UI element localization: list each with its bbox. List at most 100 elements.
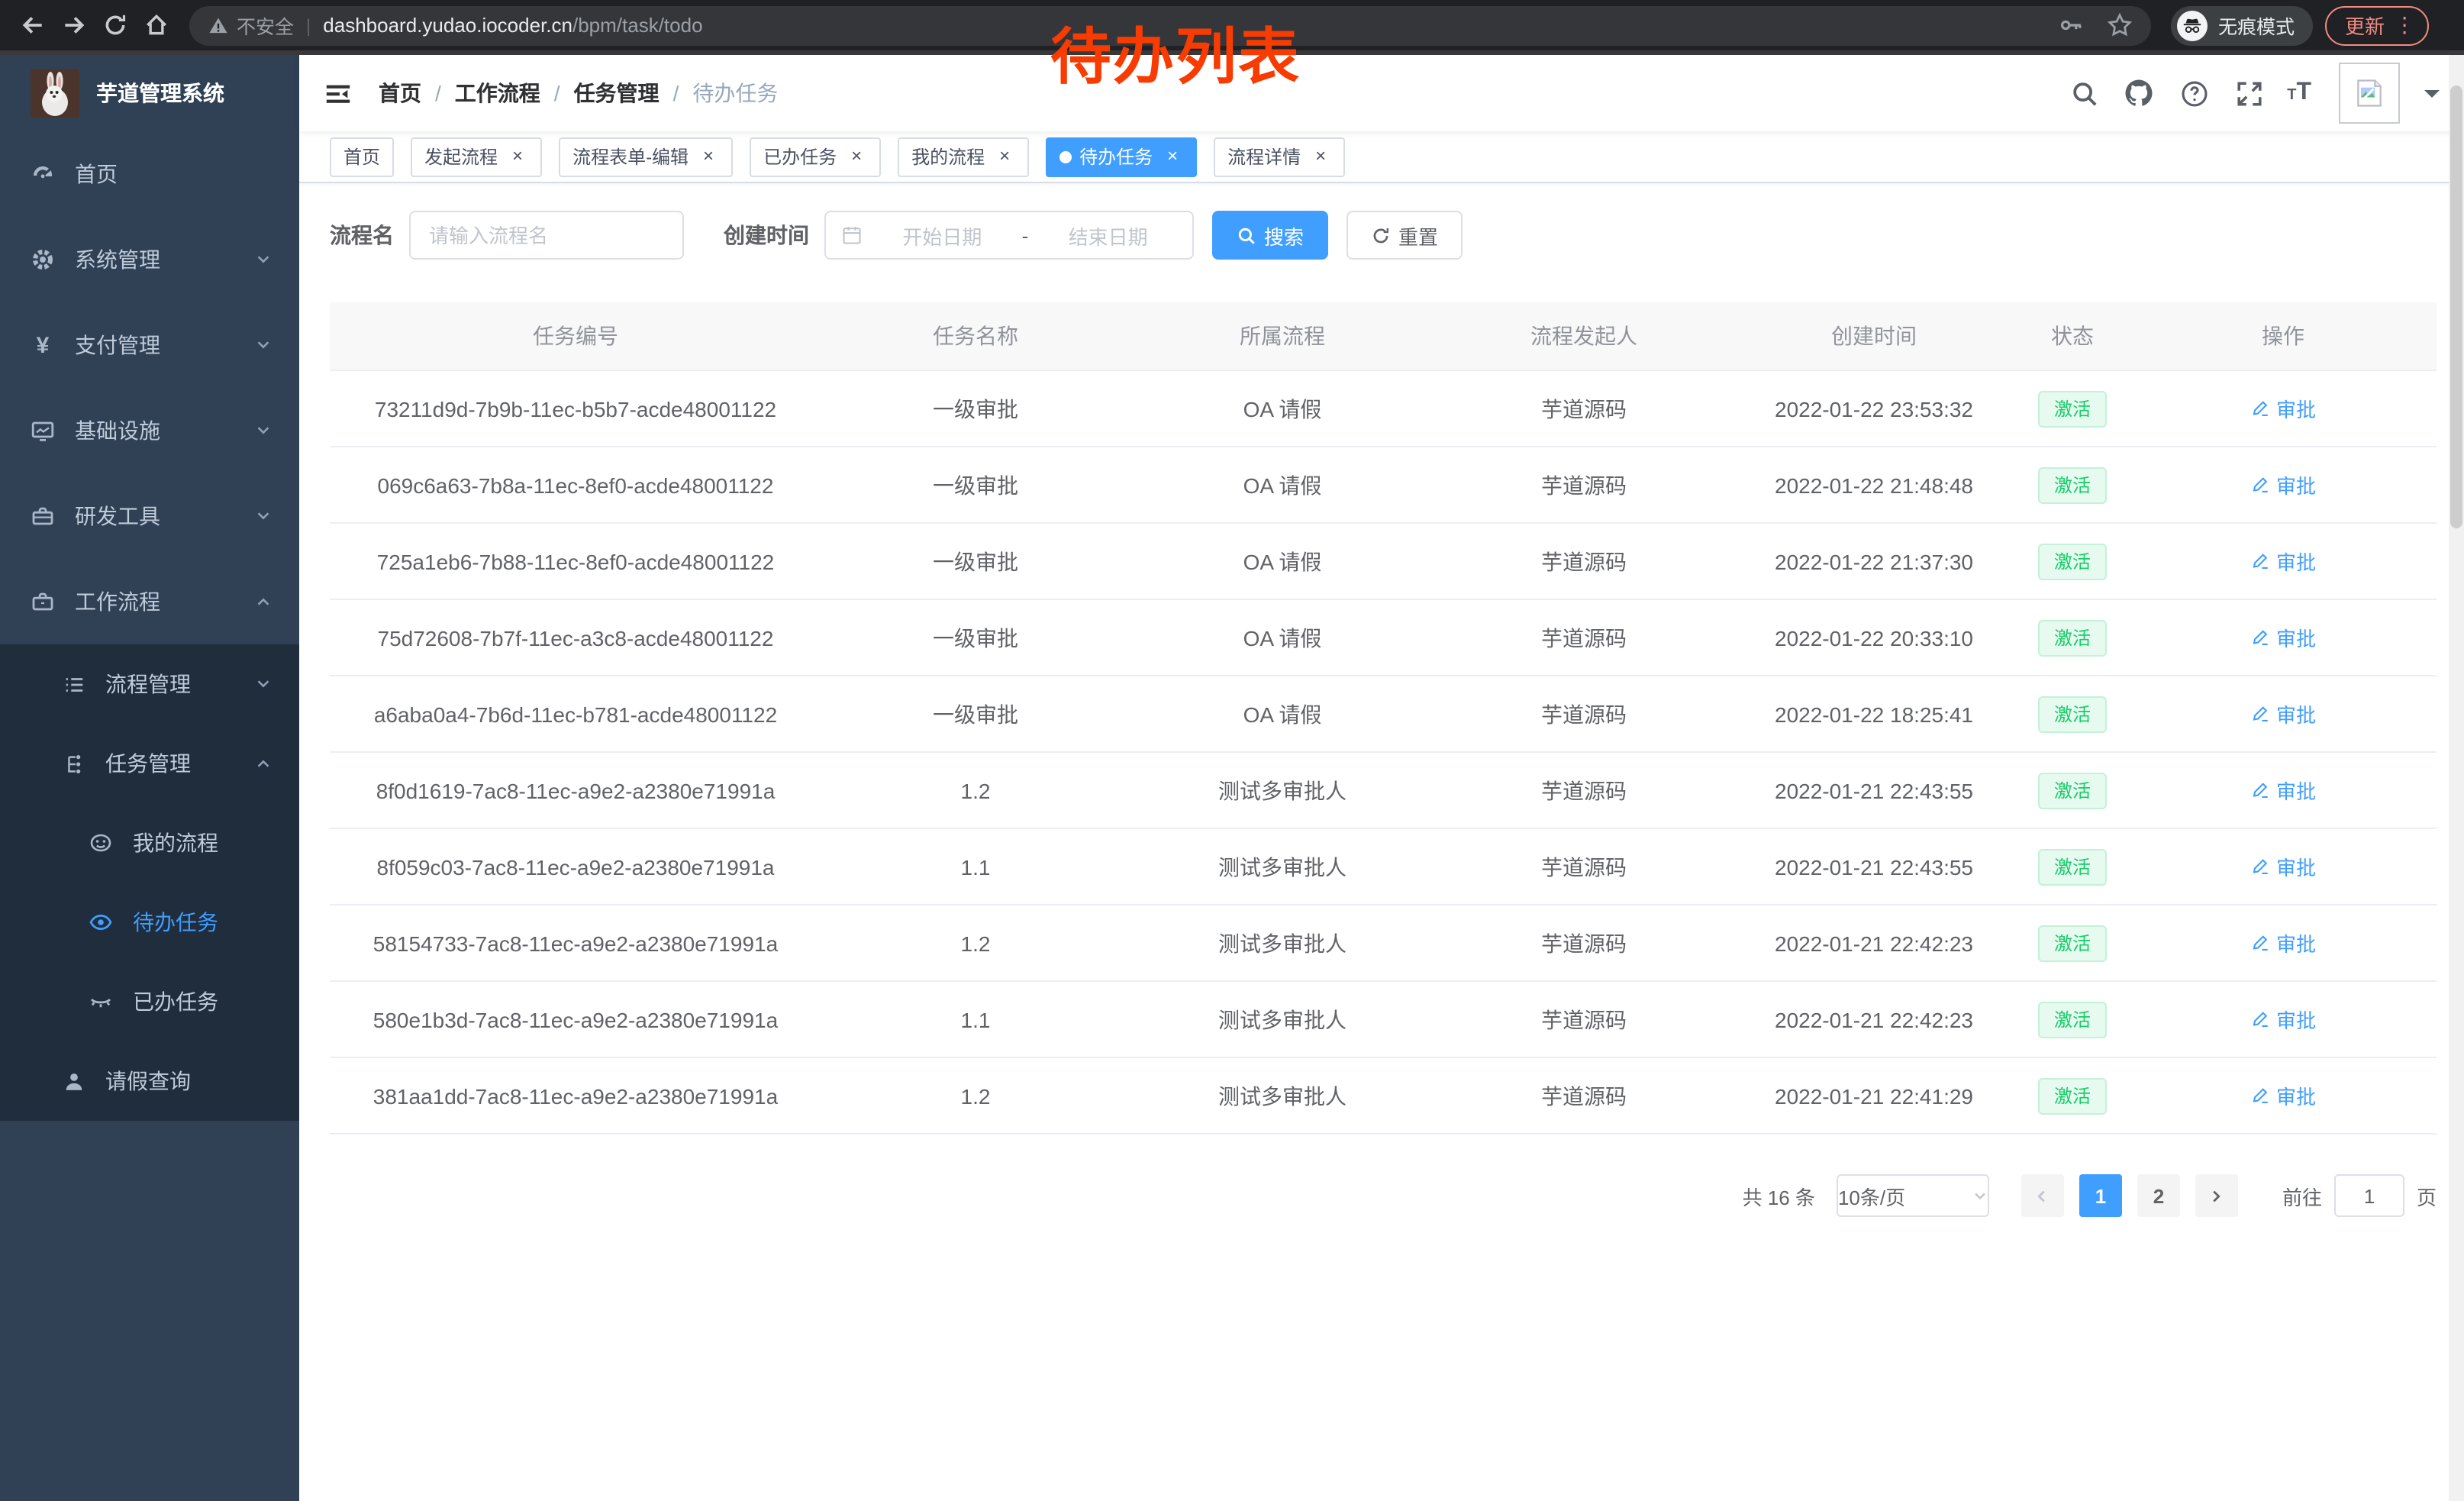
tab[interactable]: 已办任务 × [750,137,882,176]
status-badge: 激活 [2038,390,2106,427]
tab-close-icon[interactable]: × [512,144,524,166]
table-row: 75d72608-7b7f-11ec-a3c8-acde48001122 一级审… [330,600,2437,676]
bookmark-star-icon[interactable] [2107,12,2133,38]
tab[interactable]: 待办任务 × [1046,137,1198,176]
browser-reload-icon[interactable] [95,5,136,46]
tab[interactable]: 流程详情 × [1214,137,1346,176]
search-button[interactable]: 搜索 [1212,211,1329,260]
sidebar-item-my-process[interactable]: 我的流程 [0,803,299,883]
create-time-label: 创建时间 [724,223,809,247]
breadcrumb-separator: / [672,81,679,105]
scrollbar-thumb[interactable] [2450,86,2462,528]
github-icon[interactable] [2122,76,2156,110]
fullscreen-icon[interactable] [2232,76,2266,110]
url-divider: | [306,15,311,36]
sidebar-item-system[interactable]: 系统管理 [0,217,299,302]
sidebar-item-workflow[interactable]: 工作流程 [0,559,299,644]
browser-update-button[interactable]: 更新 ⋮ [2325,5,2430,45]
eye-icon [89,910,113,934]
approve-link[interactable]: 审批 [2250,699,2316,728]
cell-process: 测试多审批人 [1218,1083,1346,1108]
sidebar-item-home[interactable]: 首页 [0,131,299,217]
page-size-select[interactable]: 10条/页 [1836,1174,1989,1217]
next-page-button[interactable] [2195,1174,2238,1217]
breadcrumb-item[interactable]: 工作流程 / [454,81,560,105]
chevron-up-icon [255,751,272,776]
url-text[interactable]: dashboard.yudao.iocoder.cn/bpm/task/todo [323,14,703,37]
approve-link[interactable]: 审批 [2250,547,2316,576]
breadcrumb-item[interactable]: 首页 / [379,81,441,105]
cell-task-id: 58154733-7ac8-11ec-a9e2-a2380e71991a [373,931,779,955]
breadcrumb-item[interactable]: 任务管理 / [573,81,679,105]
tab[interactable]: 我的流程 × [898,137,1030,176]
sidebar-item-todo-tasks[interactable]: 待办任务 [0,883,299,962]
prev-page-button[interactable] [2021,1174,2064,1217]
cell-starter: 芋道源码 [1541,854,1627,879]
process-name-input[interactable] [409,211,684,260]
approve-link[interactable]: 审批 [2250,1005,2316,1034]
tab-close-icon[interactable]: × [851,144,863,166]
approve-link[interactable]: 审批 [2250,623,2316,652]
cell-create-time: 2022-01-22 21:48:48 [1775,473,1973,497]
cell-task-name: 1.1 [960,1007,991,1031]
table-row: 725a1eb6-7b88-11ec-8ef0-acde48001122 一级审… [330,524,2437,600]
table-body: 73211d9d-7b9b-11ec-b5b7-acde48001122 一级审… [330,371,2437,1135]
sidebar-item-dev-tools[interactable]: 研发工具 [0,473,299,559]
page-button-2[interactable]: 2 [2137,1174,2180,1217]
scrollbar[interactable] [2449,55,2464,1501]
sidebar-item-done-tasks[interactable]: 已办任务 [0,962,299,1041]
page-button-1[interactable]: 1 [2079,1174,2122,1217]
tab-close-icon[interactable]: × [1167,144,1179,166]
user-icon [61,1069,85,1093]
process-name-label: 流程名 [330,223,394,247]
browser-menu-icon[interactable]: ⋮ [2394,12,2416,37]
not-secure-chip[interactable]: 不安全 [208,11,294,40]
task-table: 任务编号 任务名称 所属流程 流程发起人 创建时间 状态 操作 73211d9d… [330,302,2437,1135]
approve-link[interactable]: 审批 [2250,776,2316,805]
sidebar-item-infrastructure[interactable]: 基础设施 [0,388,299,473]
table-row: 73211d9d-7b9b-11ec-b5b7-acde48001122 一级审… [330,371,2437,447]
sidebar-item-process-management[interactable]: 流程管理 [0,644,299,724]
table-row: 381aa1dd-7ac8-11ec-a9e2-a2380e71991a 1.2… [330,1058,2437,1135]
table-row: a6aba0a4-7b6d-11ec-b781-acde48001122 一级审… [330,676,2437,753]
approve-link[interactable]: 审批 [2250,852,2316,881]
col-actions: 操作 [2262,324,2304,348]
tab[interactable]: 流程表单-编辑 × [559,137,734,176]
tab-close-icon[interactable]: × [1315,144,1327,166]
sidebar-item-leave-query[interactable]: 请假查询 [0,1041,299,1121]
tab[interactable]: 首页 × [330,137,395,176]
browser-forward-icon[interactable] [53,5,95,46]
approve-link[interactable]: 审批 [2250,470,2316,499]
approve-link[interactable]: 审批 [2250,394,2316,423]
sidebar-item-task-management[interactable]: 任务管理 [0,724,299,803]
key-icon[interactable] [2058,12,2084,38]
app-title: 芋道管理系统 [96,81,224,105]
sidebar-collapse-icon[interactable] [324,78,354,108]
caret-down-icon[interactable] [2424,89,2440,105]
tab[interactable]: 发起流程 × [411,137,543,176]
browser-home-icon[interactable] [136,5,177,46]
help-icon[interactable] [2177,76,2211,110]
approve-link[interactable]: 审批 [2250,1081,2316,1110]
browser-back-icon[interactable] [12,5,53,46]
tab-active-dot [1059,150,1072,163]
reset-button[interactable]: 重置 [1346,211,1463,260]
url-bar[interactable]: 不安全 | dashboard.yudao.iocoder.cn/bpm/tas… [189,5,2151,45]
approve-link[interactable]: 审批 [2250,928,2316,957]
goto-page-input[interactable] [2333,1174,2404,1217]
avatar[interactable] [2339,63,2400,124]
app-logo-row[interactable]: 芋道管理系统 [0,55,299,131]
tab-close-icon[interactable]: × [703,144,714,166]
incognito-icon [2177,10,2208,40]
cell-task-name: 一级审批 [933,702,1018,726]
date-range-picker[interactable]: 开始日期 - 结束日期 [824,211,1194,260]
cell-process: OA 请假 [1243,549,1322,573]
sidebar-item-payment[interactable]: ¥ 支付管理 [0,302,299,388]
tab-close-icon[interactable]: × [999,144,1011,166]
col-task-id: 任务编号 [533,324,618,348]
incognito-label: 无痕模式 [2218,17,2295,38]
dashboard-icon [31,162,55,186]
search-icon[interactable] [2067,76,2101,110]
